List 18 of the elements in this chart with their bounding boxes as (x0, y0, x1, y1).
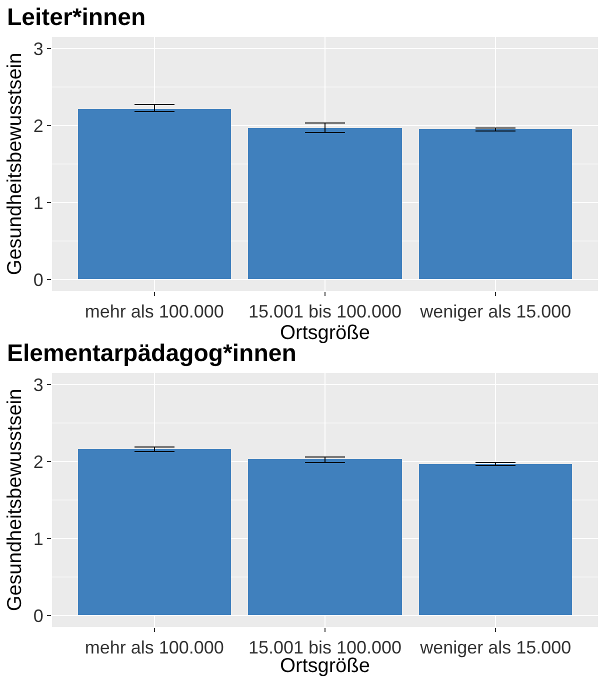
x-tick-label: mehr als 100.000 (84, 638, 224, 658)
x-tick-label: 15.001 bis 100.000 (248, 638, 402, 658)
x-tick-label: 15.001 bis 100.000 (248, 302, 402, 322)
x-tick-label: mehr als 100.000 (84, 302, 224, 322)
x-tick-label: weniger als 15.000 (419, 302, 572, 322)
y-tick-label: 2 (33, 116, 44, 136)
y-tick-label: 1 (33, 528, 44, 549)
y-tick-label: 0 (33, 270, 44, 290)
y-tick-label: 1 (33, 192, 44, 213)
x-axis-title: Ortsgröße (280, 655, 370, 677)
y-tick-label: 2 (33, 452, 44, 472)
y-tick-label: 3 (33, 374, 44, 395)
y-tick-label: 3 (33, 38, 44, 59)
y-axis-title: Gesundheitsbewusstsein (4, 52, 26, 276)
chart-title: Leiter*innen (7, 4, 146, 31)
y-axis-title: Gesundheitsbewusstsein (4, 388, 26, 612)
x-tick-label: weniger als 15.000 (419, 638, 572, 658)
y-tick-label: 0 (33, 606, 44, 626)
